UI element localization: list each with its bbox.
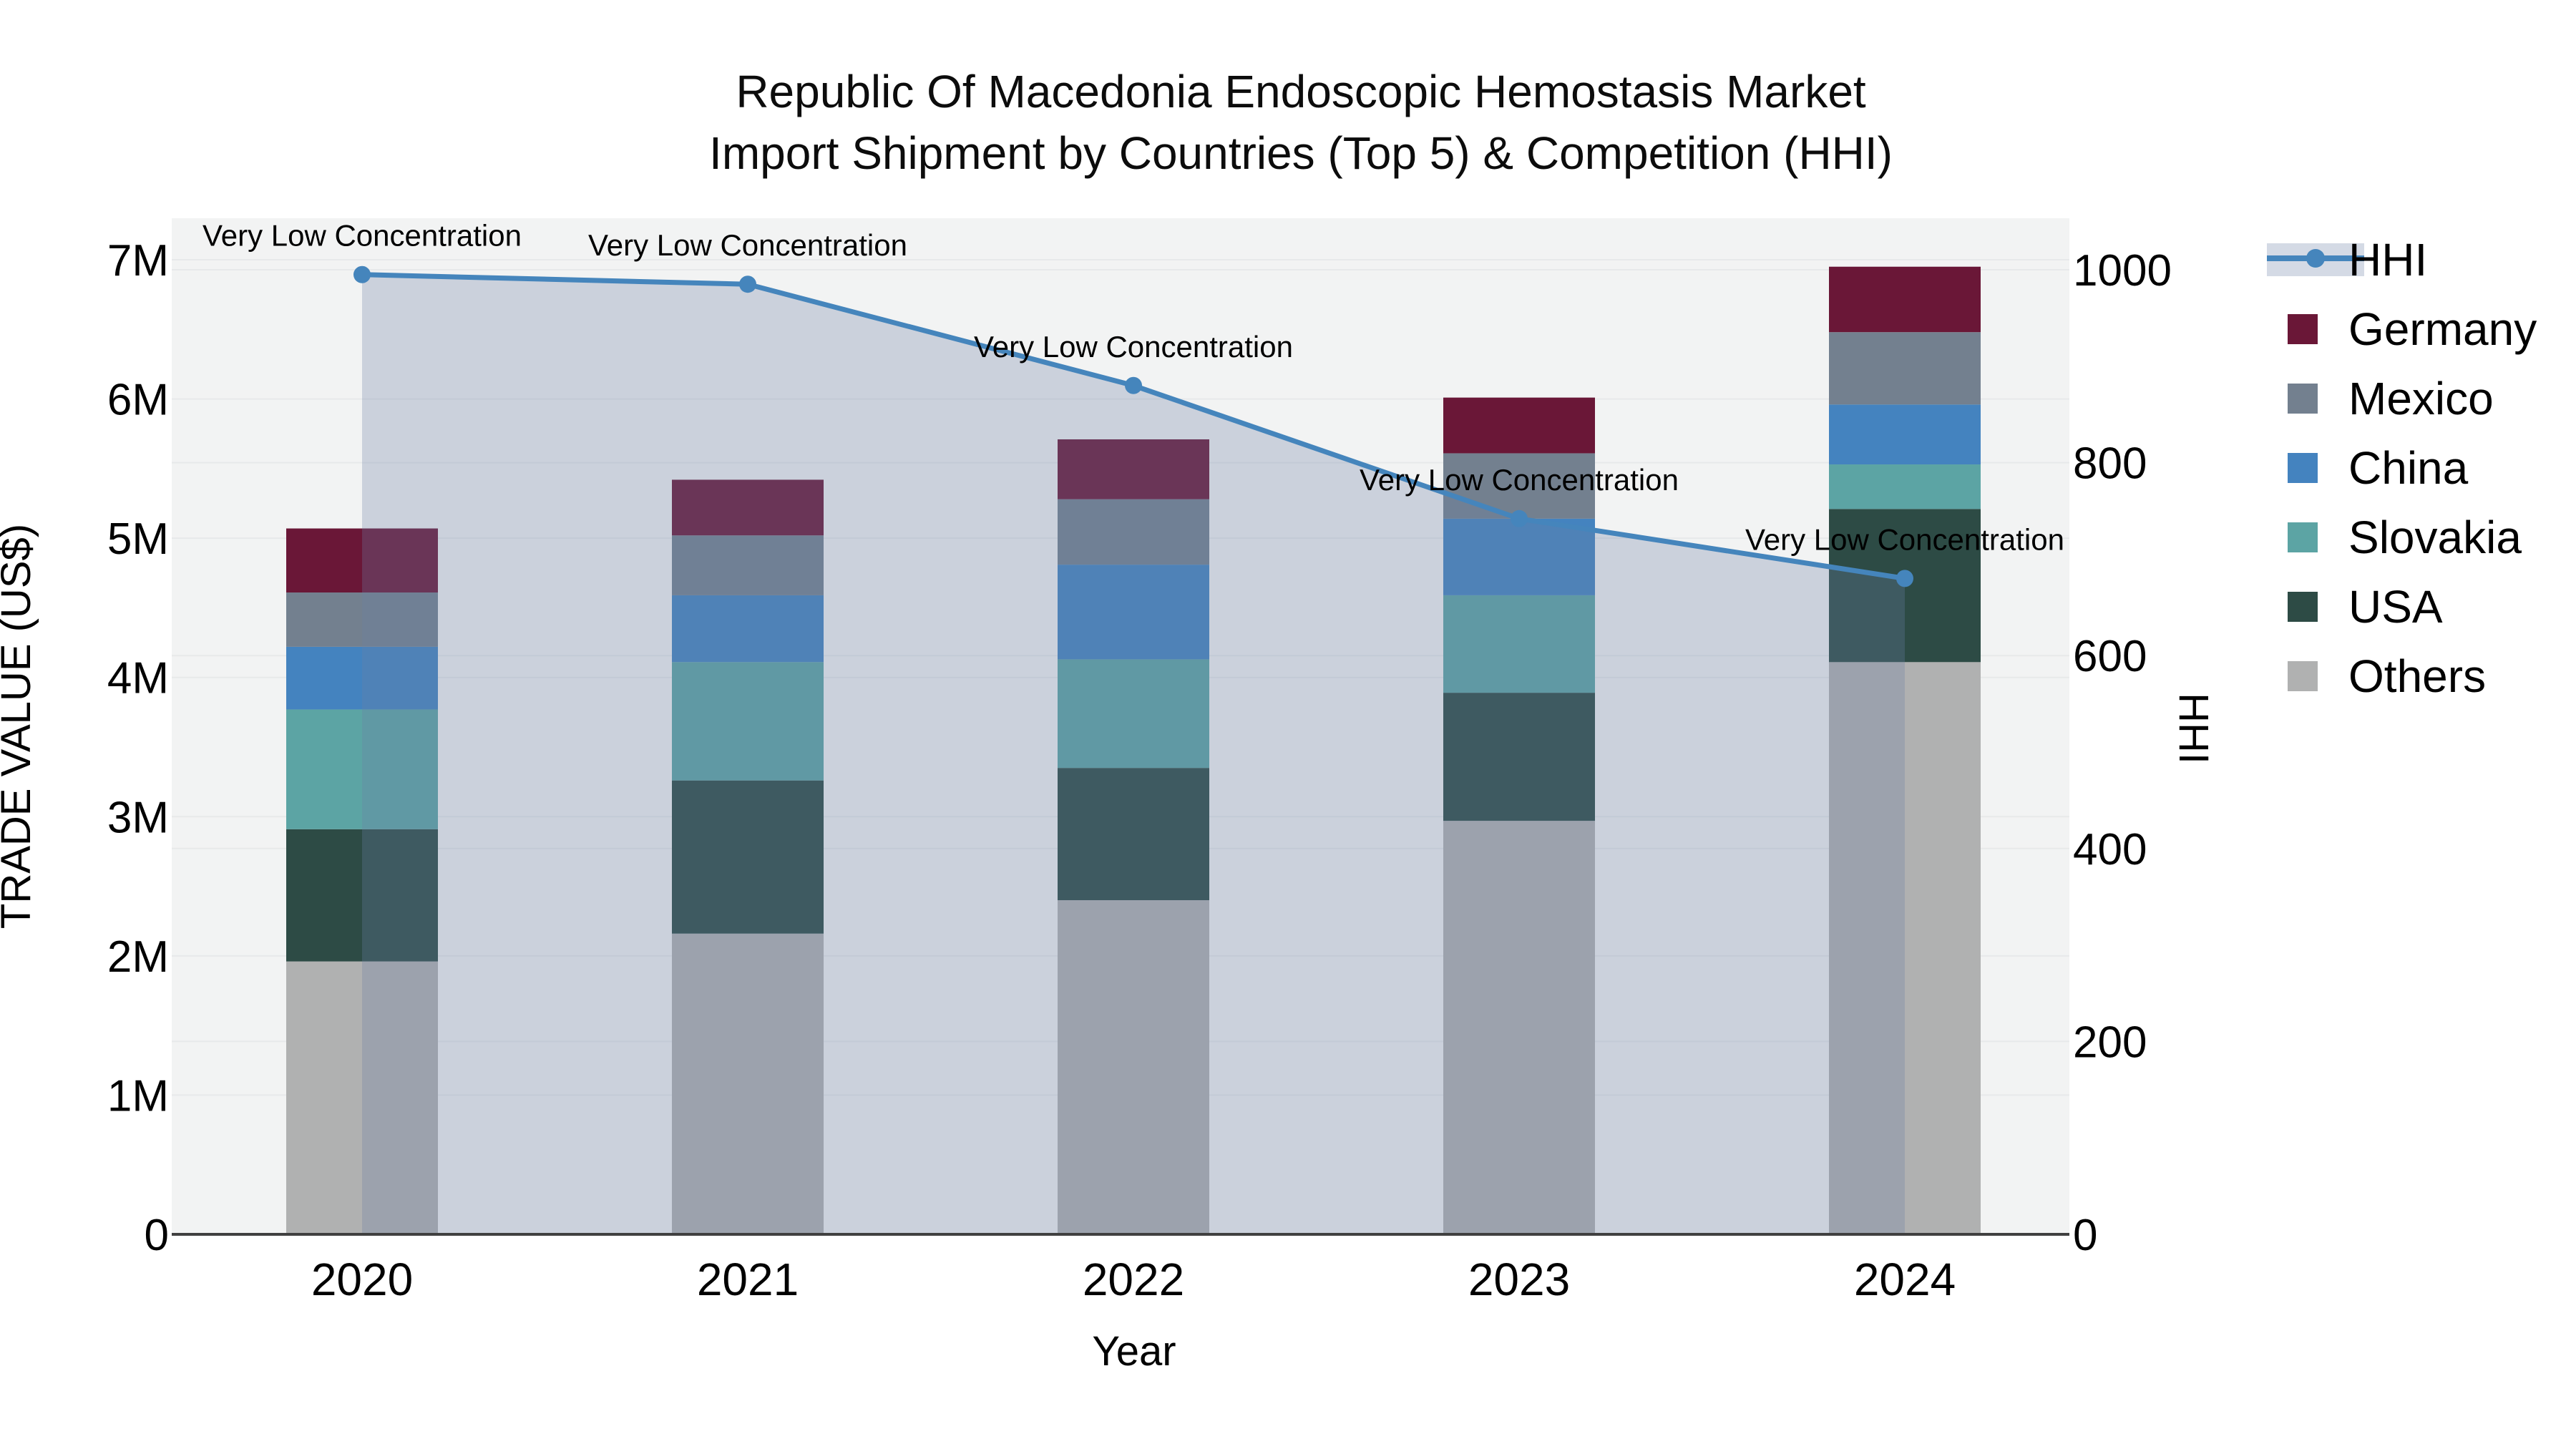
y-left-tick-label-4m: 4M <box>107 654 169 703</box>
hhi-marker-2020 <box>353 265 371 283</box>
bar-segment-slovakia-2020 <box>286 709 438 829</box>
legend-item-slovakia: Slovakia <box>2288 512 2522 563</box>
bar-segment-slovakia-2022 <box>1058 659 1209 769</box>
legend-label-china: China <box>2348 442 2469 494</box>
y-left-tick-label-6m: 6M <box>107 376 169 425</box>
y-left-tick-label-2m: 2M <box>107 932 169 982</box>
bar-segment-china-2021 <box>672 595 824 663</box>
bar-segment-china-2024 <box>1829 404 1981 465</box>
bar-segment-usa-2021 <box>672 780 824 934</box>
bar-segment-germany-2024 <box>1829 266 1981 333</box>
chart-title-line1: Republic Of Macedonia Endoscopic Hemosta… <box>736 66 1866 117</box>
bar-segment-others-2024 <box>1829 662 1981 1234</box>
legend-item-others: Others <box>2288 650 2486 702</box>
bar-segment-usa-2022 <box>1058 768 1209 901</box>
legend-swatch-germany <box>2288 314 2318 344</box>
y-left-tick-label-0: 0 <box>145 1211 169 1260</box>
y-right-tick-label-800: 800 <box>2073 439 2147 489</box>
annotation-2023: Very Low Concentration <box>1360 463 1679 497</box>
bar-segment-germany-2023 <box>1443 397 1595 454</box>
legend-swatch-usa <box>2288 592 2318 622</box>
y-right-tick-label-400: 400 <box>2073 825 2147 874</box>
bar-segment-others-2022 <box>1058 900 1209 1234</box>
legend-item-hhi: HHI <box>2267 234 2427 286</box>
bar-segment-mexico-2021 <box>672 535 824 595</box>
x-tick-label-2021: 2021 <box>697 1254 799 1305</box>
x-axis-title: Year <box>1092 1328 1176 1375</box>
x-tick-label-2023: 2023 <box>1468 1254 1570 1305</box>
bar-segment-china-2020 <box>286 646 438 710</box>
legend-label-hhi: HHI <box>2348 234 2427 286</box>
y-right-tick-label-1000: 1000 <box>2073 246 2172 296</box>
x-tick-label-2020: 2020 <box>311 1254 413 1305</box>
bar-segment-others-2023 <box>1443 821 1595 1234</box>
y-right-tick-label-0: 0 <box>2073 1211 2097 1260</box>
legend-item-usa: USA <box>2288 581 2443 633</box>
bar-segment-slovakia-2023 <box>1443 595 1595 693</box>
hhi-area-fill <box>362 274 1905 1234</box>
bar-segment-slovakia-2021 <box>672 662 824 781</box>
hhi-marker-2021 <box>739 275 756 293</box>
y-axis-title-left: TRADE VALUE (US$) <box>0 524 39 929</box>
chart-title-line2: Import Shipment by Countries (Top 5) & C… <box>709 127 1893 179</box>
bar-segment-usa-2020 <box>286 829 438 962</box>
bar-segment-others-2021 <box>672 933 824 1234</box>
plot-layer: Very Low Concentration Very Low Concentra… <box>107 218 2172 1305</box>
bar-segment-slovakia-2024 <box>1829 464 1981 509</box>
annotation-2024: Very Low Concentration <box>1745 522 2064 556</box>
bar-segment-mexico-2022 <box>1058 499 1209 565</box>
y-left-tick-label-3m: 3M <box>107 793 169 842</box>
legend-swatch-others <box>2288 661 2318 691</box>
bar-segment-mexico-2020 <box>286 592 438 647</box>
hhi-marker-2024 <box>1896 570 1913 587</box>
bar-segment-china-2023 <box>1443 518 1595 595</box>
legend: HHI Germany Mexico China Slovakia USA Others <box>2267 234 2537 702</box>
bar-segment-germany-2020 <box>286 528 438 593</box>
bar-segment-china-2022 <box>1058 565 1209 660</box>
legend-swatch-mexico <box>2288 384 2318 414</box>
y-axis-title-right: HHI <box>2170 693 2217 764</box>
legend-item-germany: Germany <box>2288 303 2537 355</box>
y-right-tick-label-200: 200 <box>2073 1018 2147 1067</box>
legend-swatch-china <box>2288 453 2318 483</box>
y-right-tick-label-600: 600 <box>2073 632 2147 681</box>
bar-segment-germany-2021 <box>672 479 824 536</box>
annotation-2022: Very Low Concentration <box>974 330 1293 364</box>
x-tick-label-2024: 2024 <box>1854 1254 1956 1305</box>
legend-item-china: China <box>2288 442 2469 494</box>
bar-segment-others-2020 <box>286 961 438 1234</box>
hhi-marker-2023 <box>1511 509 1528 527</box>
annotation-2021: Very Low Concentration <box>588 228 907 262</box>
legend-item-mexico: Mexico <box>2288 373 2494 424</box>
legend-label-germany: Germany <box>2348 303 2537 355</box>
legend-label-usa: USA <box>2348 581 2443 633</box>
x-tick-label-2022: 2022 <box>1083 1254 1184 1305</box>
bar-segment-germany-2022 <box>1058 439 1209 499</box>
bar-segment-mexico-2024 <box>1829 332 1981 405</box>
y-left-tick-label-1m: 1M <box>107 1071 169 1121</box>
y-left-tick-label-7m: 7M <box>107 236 169 286</box>
legend-label-others: Others <box>2348 650 2486 702</box>
bar-segment-usa-2023 <box>1443 693 1595 821</box>
legend-label-slovakia: Slovakia <box>2348 512 2522 563</box>
legend-label-mexico: Mexico <box>2348 373 2494 424</box>
hhi-marker-2022 <box>1125 376 1142 394</box>
annotation-2020: Very Low Concentration <box>203 219 522 253</box>
legend-hhi-marker-sample <box>2306 249 2325 268</box>
y-left-tick-label-5m: 5M <box>107 514 169 564</box>
bar-segment-mexico-2023 <box>1443 453 1595 519</box>
legend-swatch-slovakia <box>2288 522 2318 552</box>
